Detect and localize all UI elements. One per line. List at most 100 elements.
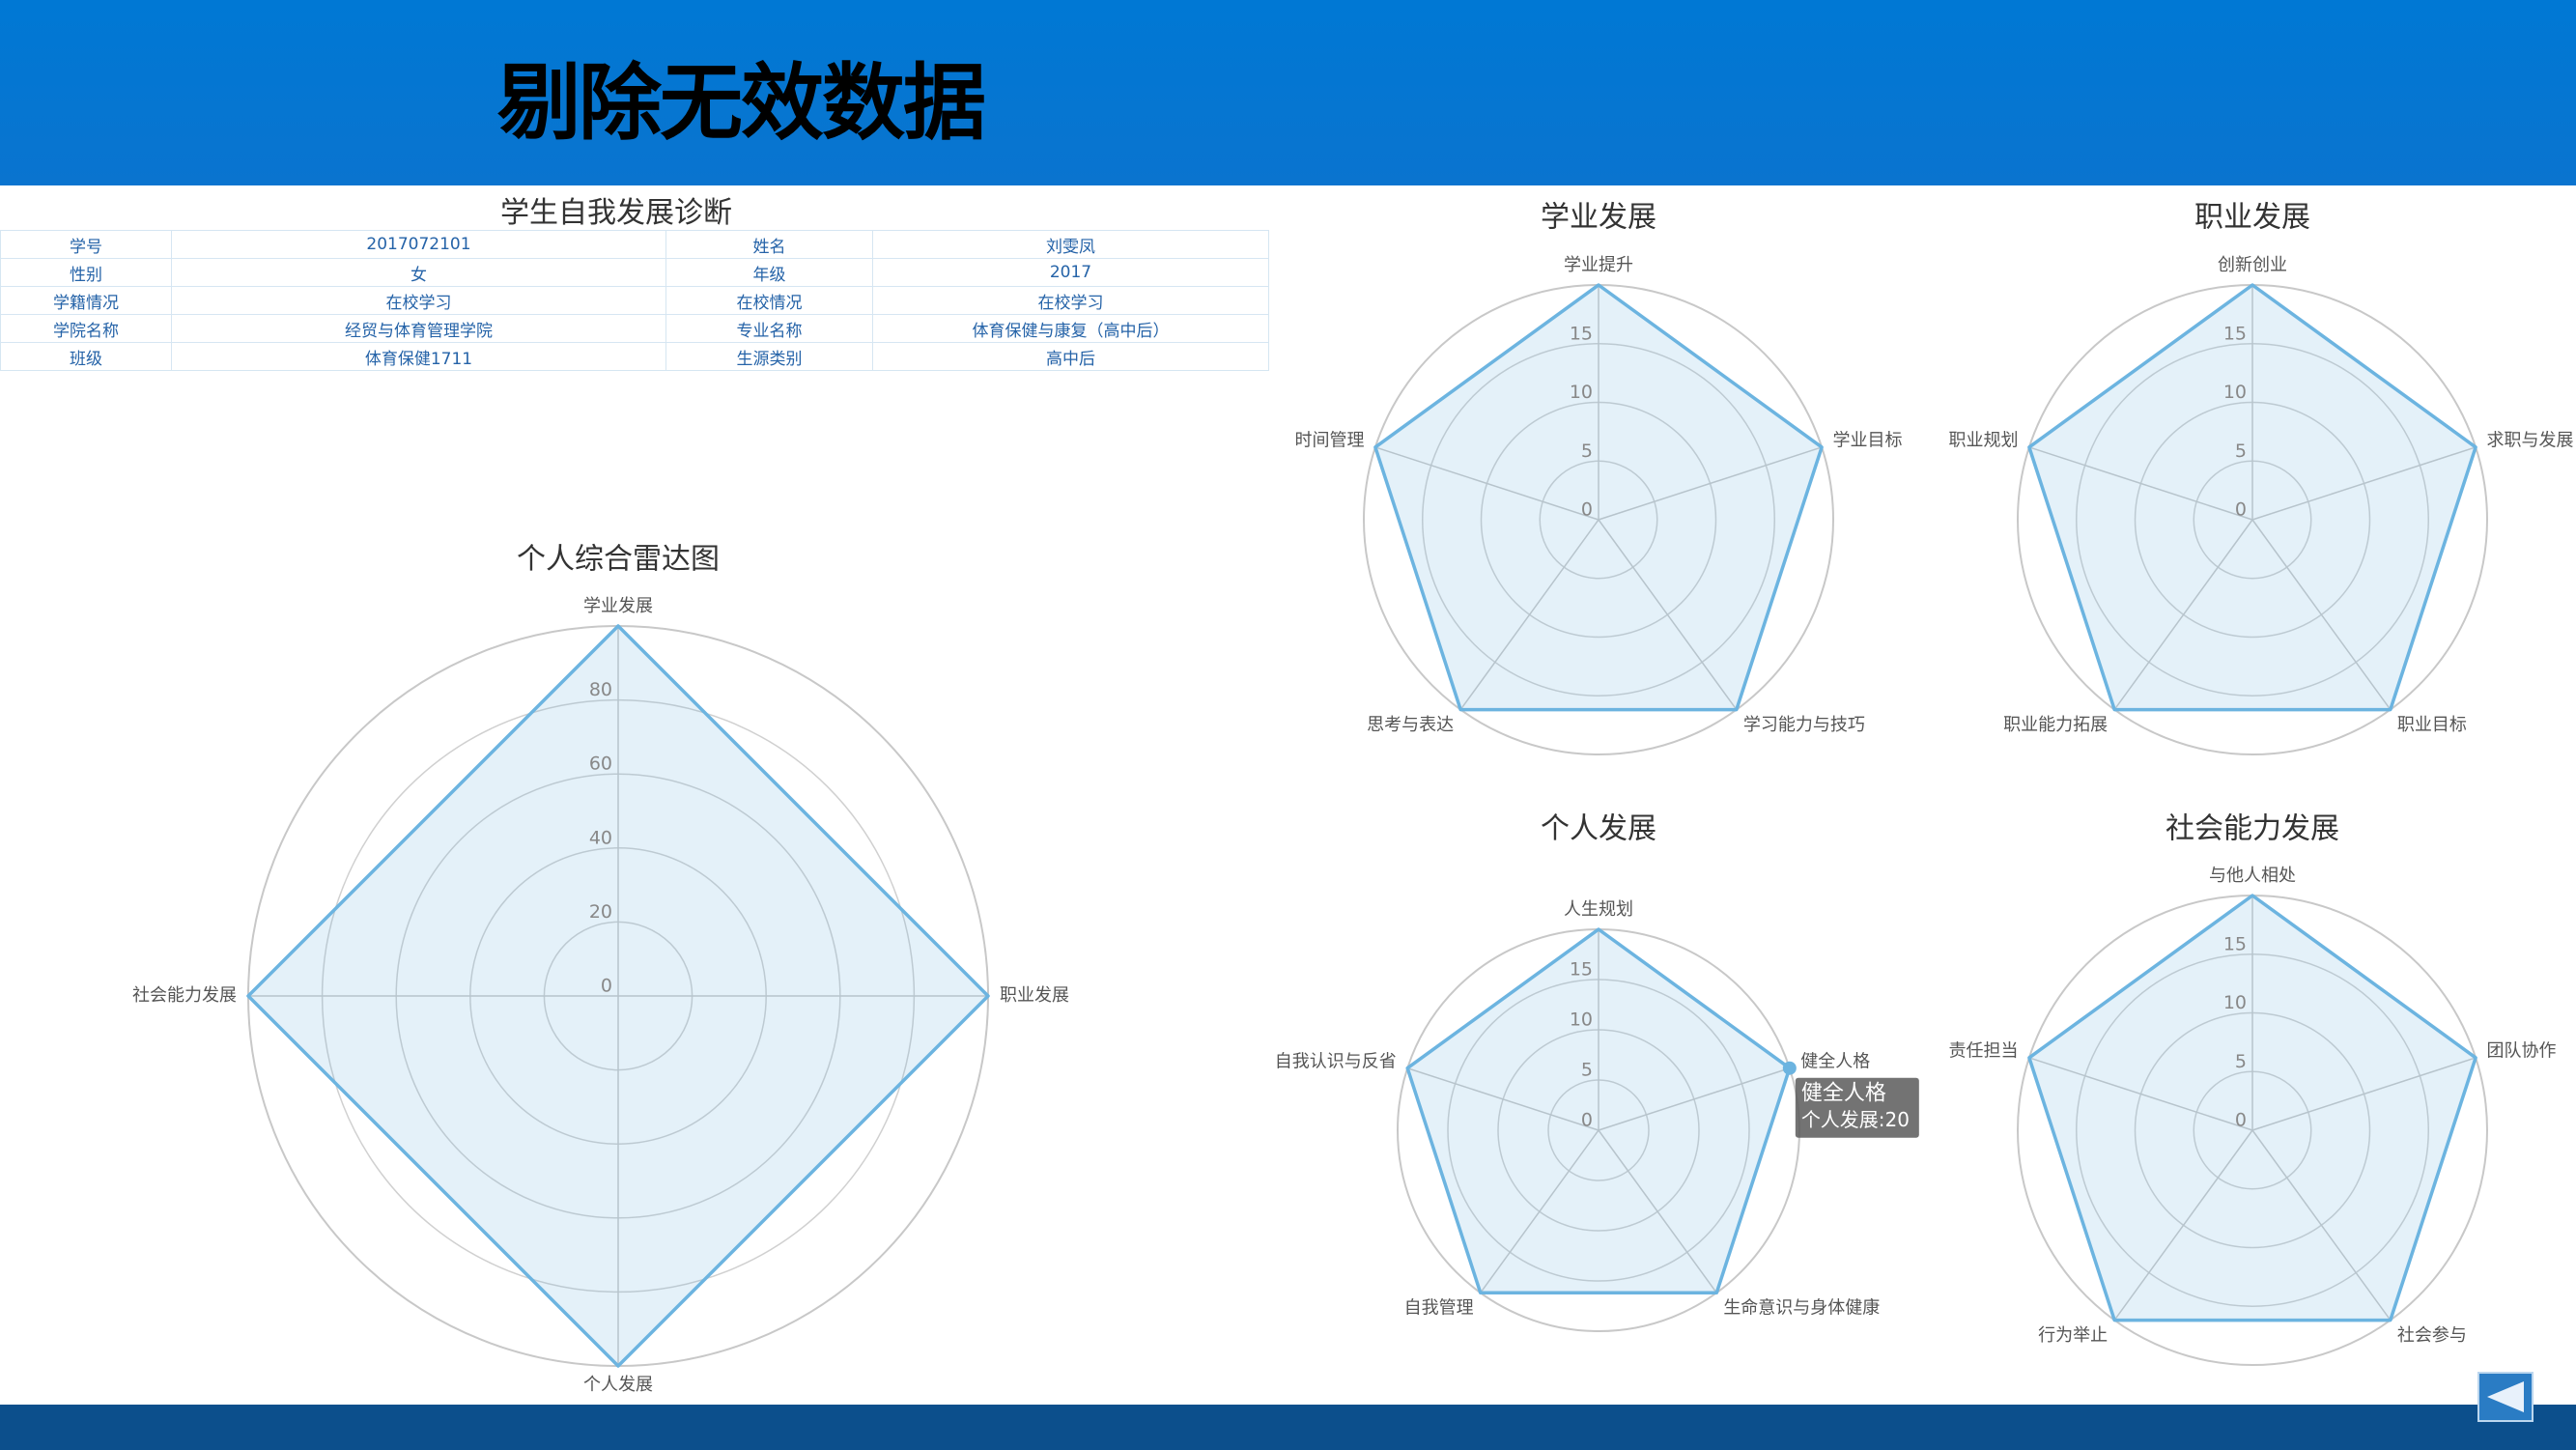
- radar-area: [246, 624, 990, 1368]
- indicator-label: 学业目标: [1833, 431, 1903, 451]
- table-value: 高中后: [872, 342, 1269, 371]
- indicator-label: 创新创业: [2218, 255, 2287, 275]
- tooltip-title: 健全人格: [1801, 1082, 1886, 1106]
- r-tick-label: 0: [1581, 499, 1593, 521]
- indicator-label: 学业发展: [583, 596, 653, 616]
- indicator-label: 社会参与: [2397, 1325, 2467, 1346]
- indicator-label: 自我管理: [1404, 1297, 1474, 1318]
- axis-line: [1598, 519, 1738, 711]
- r-tick-label: 15: [2223, 323, 2247, 344]
- highlight-point: [1782, 1061, 1797, 1075]
- axis-line: [2251, 1129, 2392, 1322]
- axis-line: [2113, 519, 2253, 711]
- indicator-label: 职业规划: [1948, 431, 2018, 451]
- table-row: 班级 体育保健1711 生源类别 高中后: [0, 342, 1269, 371]
- chart-title: 学业发展: [1541, 201, 1656, 235]
- radar-area: [2027, 894, 2477, 1322]
- axis-line: [1598, 1129, 1717, 1294]
- r-tick-label: 5: [2235, 1051, 2247, 1072]
- r-tick-label: 15: [1570, 323, 1593, 344]
- r-tick-label: 15: [2223, 933, 2247, 954]
- axis-line: [1480, 1129, 1599, 1294]
- radar-area: [2027, 283, 2477, 712]
- axis-line: [2251, 1057, 2477, 1131]
- table-key: 生源类别: [665, 342, 873, 371]
- indicator-label: 团队协作: [2487, 1041, 2557, 1062]
- indicator-label: 时间管理: [1294, 431, 1364, 451]
- indicator-label: 责任担当: [1948, 1041, 2018, 1062]
- back-icon: [2487, 1381, 2524, 1412]
- indicator-label: 生命意识与身体健康: [1723, 1297, 1880, 1318]
- table-value: 2017: [872, 258, 1269, 287]
- indicator-label: 学习能力与技巧: [1743, 715, 1865, 735]
- r-tick-label: 10: [1570, 1009, 1593, 1031]
- table-value: 在校学习: [171, 286, 666, 315]
- table-value: 2017072101: [171, 230, 666, 259]
- footer-bar: [0, 1405, 2576, 1450]
- table-value: 女: [171, 258, 666, 287]
- r-tick-label: 0: [2235, 1110, 2247, 1131]
- r-tick-label: 20: [589, 901, 612, 923]
- back-button[interactable]: [2477, 1372, 2534, 1422]
- indicator-label: 学业提升: [1564, 255, 1633, 275]
- r-tick-label: 80: [589, 679, 612, 700]
- chart-title: 个人发展: [1541, 812, 1656, 846]
- axis-line: [1598, 446, 1823, 521]
- tooltip-text: 个人发展:20: [1801, 1108, 1910, 1131]
- axis-line: [2251, 519, 2392, 711]
- indicator-label: 职业发展: [1000, 985, 1069, 1006]
- table-value: 体育保健1711: [171, 342, 666, 371]
- indicator-label: 自我认识与反省: [1275, 1052, 1397, 1072]
- table-key: 性别: [0, 258, 172, 287]
- table-row: 学籍情况 在校学习 在校情况 在校学习: [0, 286, 1269, 315]
- tooltip-box: [1795, 1077, 1919, 1138]
- table-key: 学号: [0, 230, 172, 259]
- table-key: 专业名称: [665, 314, 873, 343]
- r-tick-label: 5: [2235, 441, 2247, 462]
- indicator-label: 职业目标: [2397, 715, 2467, 735]
- axis-line: [1374, 446, 1599, 521]
- axis-line: [2113, 1129, 2253, 1322]
- indicator-label: 人生规划: [1564, 899, 1633, 920]
- r-tick-label: 40: [589, 827, 612, 848]
- r-tick-label: 0: [2235, 499, 2247, 521]
- axis-line: [2028, 446, 2253, 521]
- table-key: 在校情况: [665, 286, 873, 315]
- table-value: 在校学习: [872, 286, 1269, 315]
- axis-line: [1598, 1067, 1791, 1131]
- table-value: 刘雯凤: [872, 230, 1269, 259]
- table-value: 体育保健与康复（高中后）: [872, 314, 1269, 343]
- axis-line: [2028, 1057, 2253, 1131]
- table-row: 学号 2017072101 姓名 刘雯凤: [0, 230, 1269, 259]
- chart-title: 个人综合雷达图: [517, 543, 720, 577]
- table-key: 学籍情况: [0, 286, 172, 315]
- r-tick-label: 0: [1581, 1110, 1593, 1131]
- header-bar: [0, 0, 2576, 185]
- table-key: 班级: [0, 342, 172, 371]
- table-key: 学院名称: [0, 314, 172, 343]
- r-tick-label: 10: [2223, 382, 2247, 403]
- radar-area: [1405, 927, 1792, 1295]
- slide-title: 剔除无效数据: [497, 55, 986, 152]
- radar-area: [1373, 283, 1824, 712]
- r-tick-label: 10: [1570, 382, 1593, 403]
- r-tick-label: 10: [2223, 992, 2247, 1013]
- r-tick-label: 5: [1581, 1060, 1593, 1081]
- table-row: 性别女年级 2017: [0, 258, 1269, 287]
- r-tick-label: 60: [589, 753, 612, 775]
- axis-line: [1459, 519, 1599, 711]
- table-row: 学院名称 经贸与体育管理学院 专业名称 体育保健与康复（高中后）: [0, 314, 1269, 343]
- r-tick-label: 0: [601, 976, 612, 997]
- r-tick-label: 5: [1581, 441, 1593, 462]
- table-title: 学生自我发展诊断: [500, 196, 732, 230]
- chart-title: 社会能力发展: [2166, 812, 2339, 846]
- chart-title: 职业发展: [2194, 201, 2310, 235]
- r-tick-label: 15: [1570, 959, 1593, 981]
- indicator-label: 与他人相处: [2209, 866, 2296, 886]
- info-table: 学号 2017072101 姓名 刘雯凤 性别女年级 2017 学籍情况 在校学习 在校情况 在校…: [0, 230, 1269, 371]
- indicator-label: 职业能力拓展: [2003, 715, 2108, 735]
- indicator-label: 社会能力发展: [132, 985, 237, 1006]
- indicator-label: 个人发展: [583, 1375, 653, 1395]
